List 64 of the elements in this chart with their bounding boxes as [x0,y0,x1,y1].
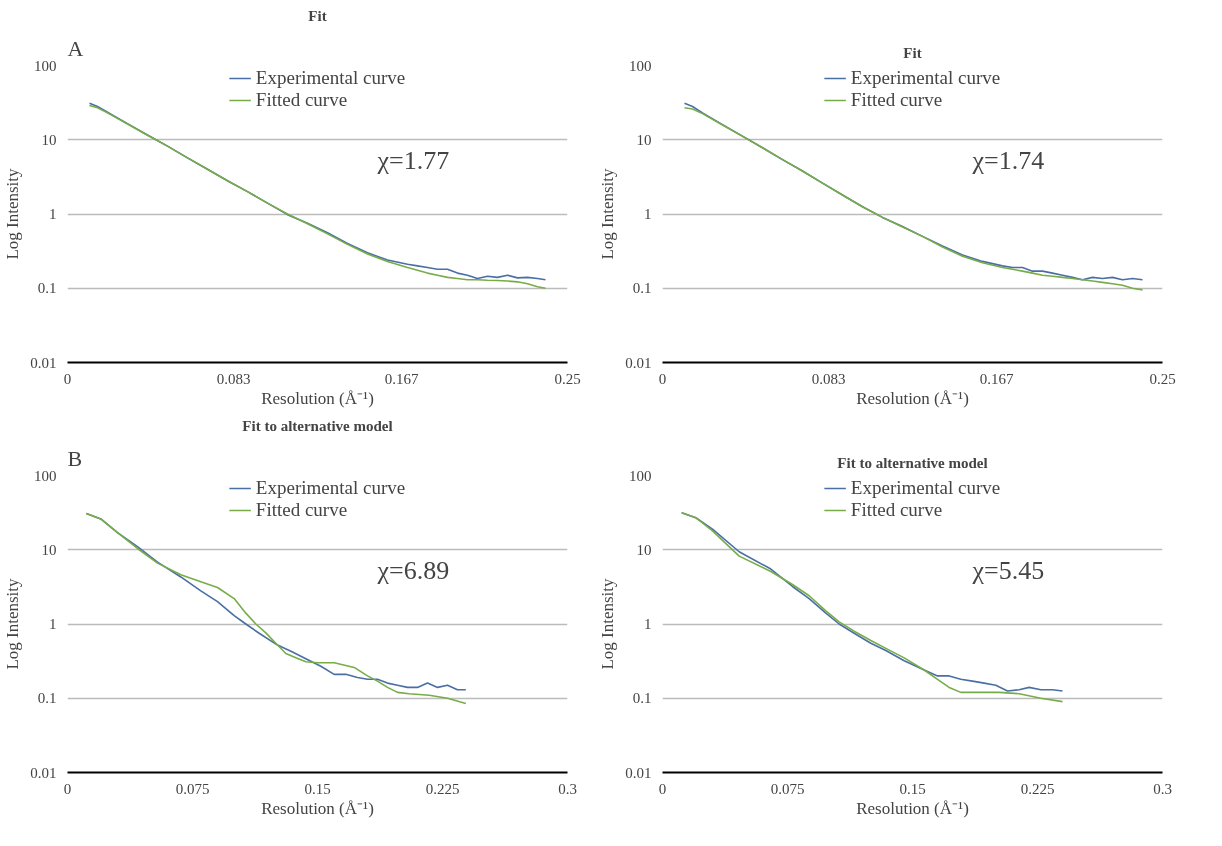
chart-title: Fit [903,44,922,61]
legend-label: Fitted curve [850,499,943,521]
y-axis-title: Log Intensity [598,577,618,670]
legend-label: Experimental curve [255,477,406,499]
y-tick-label: 1 [644,616,652,632]
x-tick-label: 0.3 [1153,780,1172,797]
legend-label: Fitted curve [850,89,943,111]
x-tick-label: 0.15 [304,780,331,797]
legend-label: Fitted curve [255,499,348,521]
annotation: χ=6.89 [376,556,450,586]
y-tick-label: 100 [629,57,652,74]
y-tick-label: 0.01 [30,354,57,371]
y-tick-label: 0.1 [632,280,652,297]
x-tick-label: 0.167 [384,370,419,387]
x-tick-label: 0.083 [216,370,251,387]
legend-label: Experimental curve [850,477,1001,499]
y-tick-label: 0.1 [37,280,57,297]
x-tick-label: 0 [658,780,667,797]
legend-label: Fitted curve [255,89,348,111]
x-tick-label: 0.225 [1020,780,1055,797]
y-tick-label: 100 [629,467,652,484]
x-axis-title: Resolution (Å⁻¹) [856,388,969,408]
text: A [67,35,84,61]
legend-label: Experimental curve [850,67,1001,89]
annotation: χ=1.77 [376,146,450,176]
legend-label: Experimental curve [255,67,406,89]
y-tick-label: 0.01 [625,764,652,781]
x-tick-label: 0.25 [1149,370,1176,387]
x-tick-label: 0.083 [811,370,846,387]
y-tick-label: 10 [41,131,57,148]
y-axis-title: Log Intensity [3,167,23,260]
y-tick-label: 0.01 [625,354,652,371]
x-tick-label: 0.075 [770,780,805,797]
y-tick-label: 10 [636,131,652,148]
x-tick-label: 0.25 [554,370,581,387]
chart-title: Fit [308,7,327,24]
y-tick-label: 0.01 [30,764,57,781]
x-axis-title: Resolution (Å⁻¹) [856,798,969,818]
annotation: χ=1.74 [971,146,1045,176]
x-axis-title: Resolution (Å⁻¹) [261,388,374,408]
x-tick-label: 0 [658,370,667,387]
y-tick-label: 1 [49,206,57,222]
y-tick-label: 0.1 [37,690,57,707]
y-axis-title: Log Intensity [3,577,23,670]
annotation: χ=5.45 [971,556,1045,586]
chart-title: Fit to alternative model [837,454,988,471]
x-tick-label: 0.167 [979,370,1014,387]
y-tick-label: 0.1 [632,690,652,707]
y-tick-label: 10 [41,541,57,558]
y-tick-label: 100 [34,467,57,484]
x-tick-label: 0.225 [425,780,460,797]
y-axis-title: Log Intensity [598,167,618,260]
x-tick-label: 0 [63,780,72,797]
y-tick-label: 100 [34,57,57,74]
text: B [67,445,83,471]
x-tick-label: 0 [63,370,72,387]
x-axis-title: Resolution (Å⁻¹) [261,798,374,818]
chart-title: Fit to alternative model [242,417,393,434]
y-tick-label: 1 [49,616,57,632]
x-tick-label: 0.3 [558,780,577,797]
y-tick-label: 10 [636,541,652,558]
y-tick-label: 1 [644,206,652,222]
x-tick-label: 0.15 [899,780,926,797]
x-tick-label: 0.075 [175,780,210,797]
